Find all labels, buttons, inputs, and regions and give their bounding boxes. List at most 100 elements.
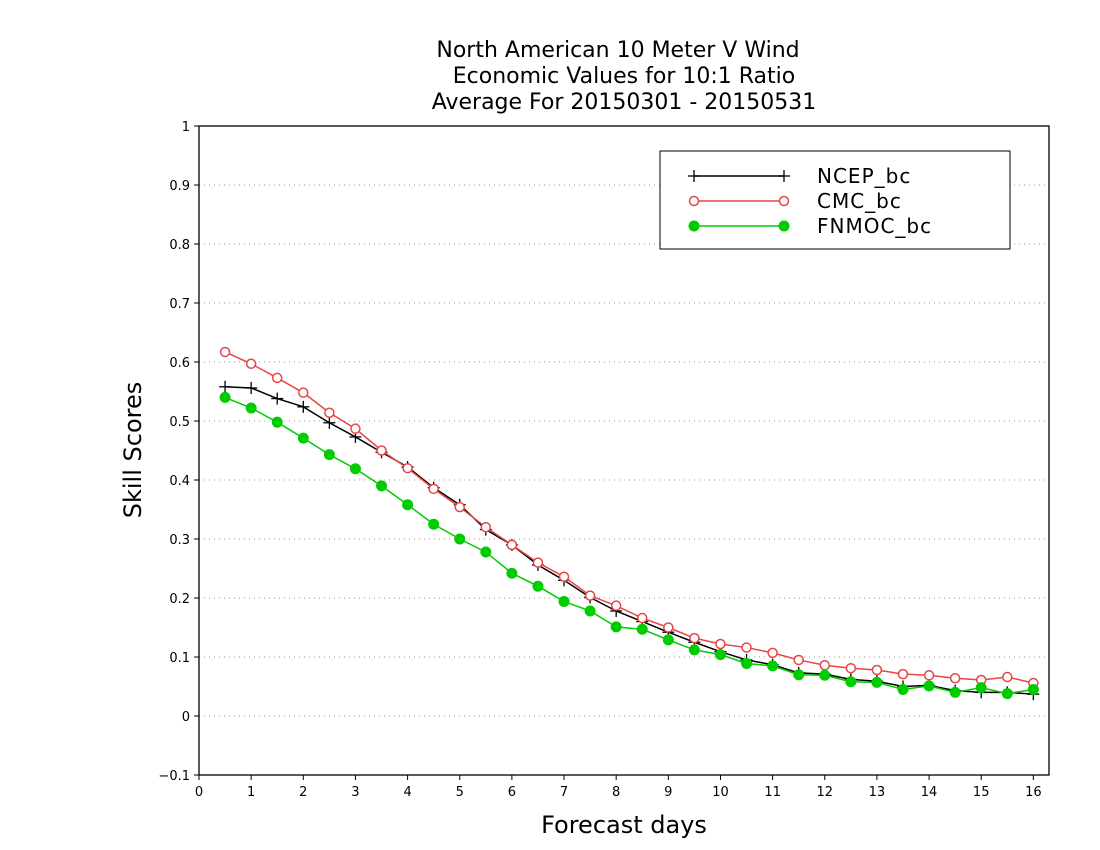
data-point-cmc-bc [871,664,883,676]
x-tick-label: 10 [712,785,729,800]
data-point-fnmoc-bc [506,567,518,579]
data-point-ncep-bc [297,400,310,413]
legend-box [659,150,1011,250]
data-point-fnmoc-bc [845,676,857,688]
y-tick-label: 0.4 [169,474,190,489]
x-tick-label: 9 [664,785,672,800]
data-point-fnmoc-bc [558,596,570,608]
data-point-cmc-bc [219,346,231,358]
data-point-cmc-bc [245,358,257,370]
title-line-3: Average For 20150301 - 20150531 [432,90,817,115]
data-point-cmc-bc [298,387,309,398]
data-point-cmc-bc [715,638,726,650]
data-point-cmc-bc [428,483,439,495]
x-tick-label: 3 [351,785,359,800]
series-line-ncep-bc [225,386,1034,695]
series-cmc-bc [219,346,1039,689]
x-tick-label: 16 [1025,785,1042,800]
data-point-fnmoc-bc [1001,688,1013,700]
data-point-fnmoc-bc [923,680,935,692]
y-tick-label: 0.8 [169,238,190,253]
series-fnmoc-bc [219,391,1039,700]
chart-title: North American 10 Meter V Wind Economic … [432,38,817,115]
data-point-fnmoc-bc [741,657,753,669]
data-point-fnmoc-bc [402,499,414,511]
data-point-fnmoc-bc [975,682,987,694]
data-point-cmc-bc [793,654,804,666]
data-point-cmc-bc [767,647,778,659]
data-point-fnmoc-bc [454,533,466,545]
data-point-ncep-bc [271,392,284,405]
data-point-cmc-bc [532,557,544,568]
data-point-fnmoc-bc [376,480,388,492]
x-tick-label: 11 [764,785,781,800]
data-point-cmc-bc [402,462,413,474]
x-tick-label: 6 [508,785,516,800]
x-tick-label: 7 [560,785,568,800]
data-point-cmc-bc [558,571,570,583]
data-point-ncep-bc [219,380,232,393]
data-point-ncep-bc [323,416,336,429]
data-point-cmc-bc [949,672,961,684]
data-point-fnmoc-bc [1027,683,1039,695]
legend-marker [778,170,790,182]
x-tick-label: 13 [869,785,886,800]
y-tick-label: 0.7 [169,297,190,312]
legend-marker [778,195,790,207]
x-tick-label: 14 [921,785,938,800]
legend-item-ncep-bc: NCEP_bc [688,164,911,188]
data-point-fnmoc-bc [245,402,257,414]
data-point-cmc-bc [897,668,909,680]
data-point-fnmoc-bc [584,605,596,617]
data-point-cmc-bc [271,372,283,384]
legend-marker [688,195,700,207]
data-point-cmc-bc [454,501,465,513]
legend-marker [688,220,700,232]
data-point-cmc-bc [923,670,935,681]
y-tick-label: 0.1 [169,651,190,666]
legend-label: FNMOC_bc [817,214,932,238]
x-tick-label: 12 [816,785,833,800]
data-point-fnmoc-bc [714,649,726,661]
x-tick-label: 5 [456,785,464,800]
title-line-1: North American 10 Meter V Wind [436,38,799,63]
data-point-fnmoc-bc [323,449,335,461]
x-axis-label: Forecast days [541,811,707,839]
plot-frame [198,125,1050,776]
data-point-fnmoc-bc [480,546,492,558]
y-tick-label: 0.5 [169,415,190,430]
data-point-fnmoc-bc [271,416,283,428]
data-point-fnmoc-bc [949,686,961,698]
y-tick-label: −0.1 [158,769,190,784]
data-point-cmc-bc [741,642,752,653]
x-tick-label: 15 [973,785,990,800]
data-point-cmc-bc [637,612,648,624]
data-point-cmc-bc [610,600,622,611]
data-point-fnmoc-bc [610,621,622,633]
y-tick-label: 0.3 [169,533,190,548]
y-tick-label: 0.2 [169,592,190,607]
x-tick-label: 0 [195,785,203,800]
x-tick-label: 8 [612,785,620,800]
grid [199,184,1049,717]
data-point-ncep-bc [245,381,258,394]
legend-label: CMC_bc [817,189,902,213]
legend-item-fnmoc-bc: FNMOC_bc [688,214,932,238]
data-point-fnmoc-bc [636,623,648,635]
data-point-fnmoc-bc [532,580,544,592]
legend-marker [688,170,700,182]
data-point-cmc-bc [689,632,700,644]
data-point-fnmoc-bc [793,669,805,681]
data-point-fnmoc-bc [871,676,883,688]
title-line-2: Economic Values for 10:1 Ratio [453,64,795,89]
data-point-cmc-bc [350,423,361,434]
legend-label: NCEP_bc [817,164,911,188]
data-point-fnmoc-bc [428,518,440,530]
x-tick-label: 1 [247,785,255,800]
y-axis-label: Skill Scores [119,382,147,519]
data-point-fnmoc-bc [819,669,831,681]
data-point-fnmoc-bc [767,660,779,672]
